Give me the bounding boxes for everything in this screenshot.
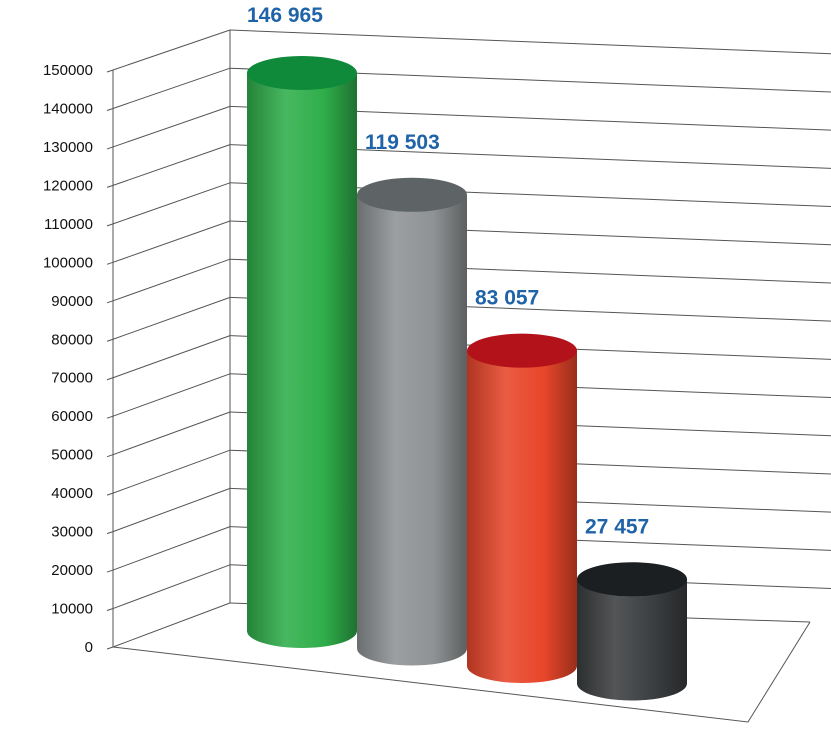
bar-top (467, 333, 577, 368)
gridline-side (112, 526, 231, 571)
y-tick-label: 70000 (51, 370, 93, 387)
gridline-side (112, 296, 231, 340)
gridline-side (112, 449, 231, 494)
y-tick-mark (106, 415, 114, 419)
bar-body (357, 194, 467, 666)
gridline-side (112, 144, 231, 186)
gridline-side (112, 67, 231, 109)
gridline-side (112, 105, 231, 148)
data-label: 83 057 (475, 287, 539, 310)
y-tick-mark (106, 454, 114, 458)
bar-body (467, 350, 577, 683)
bar-4 (577, 562, 687, 701)
y-axis-tick-labels: 0 10000 20000 30000 40000 50000 60000 70000 8000… (43, 62, 114, 656)
y-tick-mark (106, 184, 114, 188)
y-tick-label: 100000 (43, 254, 93, 271)
y-tick-mark (106, 608, 114, 612)
y-tick-mark (106, 646, 114, 650)
bars (247, 56, 687, 701)
y-tick-label: 140000 (43, 100, 93, 117)
y-tick-label: 150000 (43, 62, 93, 79)
y-tick-mark (106, 492, 114, 496)
y-tick-mark (106, 261, 114, 265)
y-tick-label: 0 (85, 639, 93, 656)
y-tick-mark (106, 146, 114, 150)
bar-1 (247, 56, 357, 648)
data-label: 27 457 (585, 515, 649, 538)
y-tick-label: 50000 (51, 447, 93, 464)
gridline-side (112, 373, 231, 417)
bar-top (357, 177, 467, 212)
y-tick-mark (106, 377, 114, 381)
y-tick-label: 120000 (43, 177, 93, 194)
data-label: 146 965 (247, 4, 323, 27)
y-tick-mark (106, 107, 114, 111)
y-tick-label: 10000 (51, 601, 93, 618)
y-tick-label: 40000 (51, 485, 93, 502)
y-tick-mark (106, 223, 114, 227)
gridline-side (112, 411, 231, 456)
bar-body (577, 579, 687, 701)
gridline-side (112, 182, 231, 225)
gridline-side (112, 335, 231, 379)
bar-body (247, 73, 357, 648)
y-tick-mark (106, 300, 114, 304)
bar-top (247, 56, 357, 90)
gridline-side (112, 258, 231, 302)
gridline-side (112, 564, 231, 610)
data-labels: 146 965 119 503 83 057 27 457 (247, 4, 649, 538)
y-tick-label: 60000 (51, 408, 93, 425)
bar-3 (467, 333, 577, 683)
data-label: 119 503 (365, 131, 440, 154)
gridline-side (112, 220, 231, 263)
y-tick-label: 30000 (51, 524, 93, 541)
bar-2 (357, 177, 467, 666)
gridline-back (229, 29, 831, 55)
gridline-side (112, 29, 231, 71)
floor-left-edge (112, 602, 231, 648)
y-tick-label: 80000 (51, 331, 93, 348)
y-tick-label: 130000 (43, 139, 93, 156)
y-tick-mark (106, 69, 114, 73)
y-tick-mark (106, 569, 114, 573)
y-tick-label: 20000 (51, 562, 93, 579)
bar-top (577, 562, 687, 597)
y-tick-mark (106, 338, 114, 342)
y-tick-mark (106, 531, 114, 535)
floor-edges (112, 621, 811, 723)
gridline-side (112, 487, 231, 533)
y-tick-label: 110000 (44, 216, 93, 233)
y-tick-label: 90000 (51, 293, 93, 310)
